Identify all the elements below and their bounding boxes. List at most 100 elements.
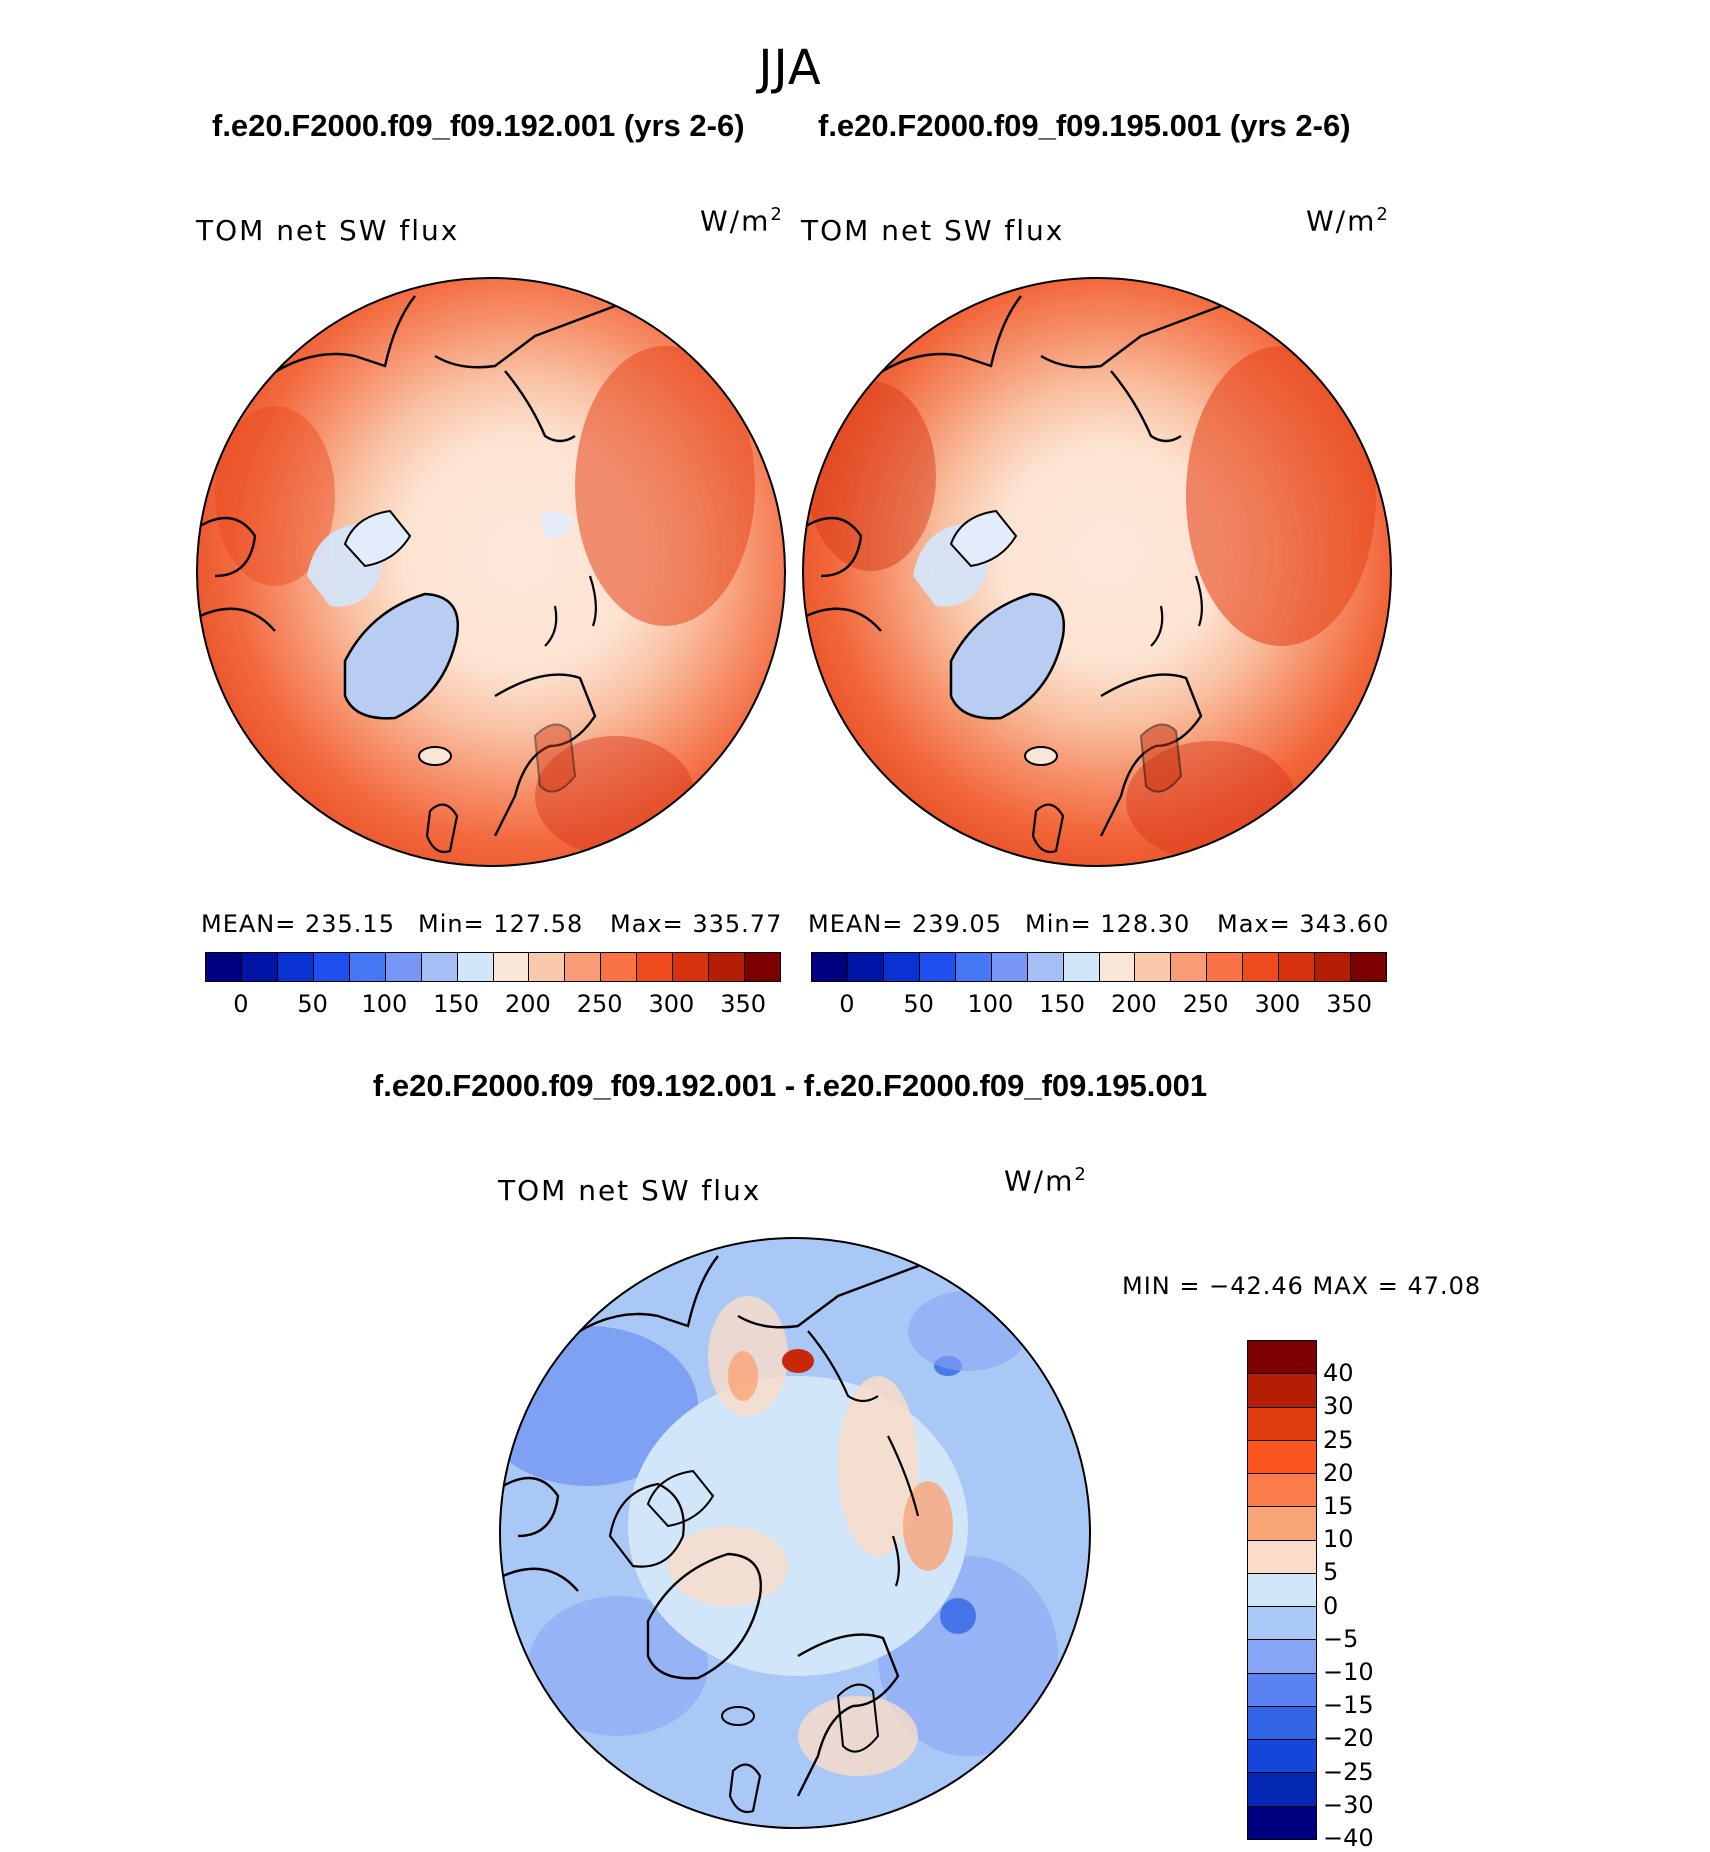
panel2-variable-label: TOM net SW flux <box>801 214 1065 247</box>
panel2-mean: MEAN= 239.05 <box>808 910 1002 938</box>
diff-colorbar-label: 30 <box>1323 1392 1354 1421</box>
panel2-colorbar-swatch <box>1279 953 1316 981</box>
panel1-colorbar-swatch <box>565 953 602 981</box>
diff-colorbar-label: 40 <box>1323 1359 1354 1388</box>
panel1-colorbar-swatch <box>385 953 422 981</box>
panel2-tick-label: 350 <box>1326 990 1373 1018</box>
panel2-tick-label: 200 <box>1110 990 1157 1018</box>
panel2-colorbar-swatch <box>1099 953 1136 981</box>
panel1-colorbar-swatch <box>637 953 674 981</box>
diff-colorbar-swatch <box>1248 1507 1316 1541</box>
panel2-colorbar-swatch <box>1135 953 1172 981</box>
diff-minmax: MIN = −42.46 MAX = 47.08 <box>1122 1272 1482 1300</box>
panel1-min: Min= 127.58 <box>418 910 584 938</box>
panel2-max: Max= 343.60 <box>1217 910 1390 938</box>
diff-colorbar-swatch <box>1248 1440 1316 1475</box>
diff-colorbar-swatch <box>1248 1474 1316 1508</box>
diff-colorbar-label: −15 <box>1323 1691 1374 1720</box>
diff-colorbar-label: −40 <box>1323 1824 1374 1852</box>
panel1-colorbar-swatch <box>349 953 386 981</box>
panel2-colorbar-swatch <box>1207 953 1244 981</box>
panel1-variable-label: TOM net SW flux <box>196 214 460 247</box>
difference-title: f.e20.F2000.f09_f09.192.001 - f.e20.F200… <box>372 1068 1208 1103</box>
panel1-units-label: W/m2 <box>700 204 784 238</box>
panel1-colorbar-swatch <box>601 953 638 981</box>
season-title: JJA <box>758 40 822 96</box>
panel2-min: Min= 128.30 <box>1025 910 1191 938</box>
panel2-tick-label: 150 <box>1039 990 1086 1018</box>
panel2-colorbar-swatch <box>1243 953 1280 981</box>
panel1-tick-label: 250 <box>576 990 623 1018</box>
panel2-colorbar-swatch <box>812 953 848 981</box>
panel1-colorbar-swatch <box>241 953 278 981</box>
panel1-colorbar-swatch <box>206 953 242 981</box>
panel2-colorbar-swatch <box>1315 953 1352 981</box>
diff-colorbar-swatch <box>1248 1806 1316 1839</box>
panel2-tick-label: 50 <box>903 990 934 1018</box>
diff-colorbar-label: 5 <box>1323 1558 1339 1587</box>
panel2-tick-label: 100 <box>967 990 1014 1018</box>
panel1-colorbar-swatch <box>673 953 710 981</box>
panel2-tick-label: 250 <box>1182 990 1229 1018</box>
diff-units-label: W/m2 <box>1004 1164 1088 1198</box>
diff-colorbar-label: 0 <box>1323 1591 1339 1620</box>
panel1-colorbar-swatch <box>421 953 458 981</box>
diff-colorbar-label: 15 <box>1323 1492 1354 1520</box>
diff-colorbar-label: −10 <box>1323 1658 1374 1686</box>
panel2-colorbar-swatch <box>847 953 884 981</box>
panel1-colorbar-swatch <box>457 953 494 981</box>
panel1-colorbar-swatch <box>529 953 566 981</box>
panel1-colorbar-swatch <box>313 953 350 981</box>
panel2-colorbar-swatch <box>1063 953 1100 981</box>
panel1-tick-label: 350 <box>720 990 767 1018</box>
panel1-mean: MEAN= 235.15 <box>201 910 395 938</box>
panel2-colorbar-swatch <box>883 953 920 981</box>
diff-colorbar-label: −20 <box>1323 1724 1374 1753</box>
panel1-tick-label: 300 <box>648 990 695 1018</box>
diff-colorbar-swatch <box>1248 1640 1316 1674</box>
diff-colorbar-swatch <box>1248 1673 1316 1707</box>
panel1-run-title: f.e20.F2000.f09_f09.192.001 (yrs 2-6) <box>212 108 745 143</box>
diff-colorbar-swatch <box>1248 1706 1316 1741</box>
panel2-colorbar <box>811 952 1387 982</box>
panel1-tick-label: 0 <box>233 990 249 1018</box>
diff-colorbar-label: 20 <box>1323 1458 1354 1487</box>
diff-colorbar-swatch <box>1248 1374 1316 1408</box>
diff-colorbar-swatch <box>1248 1773 1316 1807</box>
diff-colorbar-swatch <box>1248 1407 1316 1441</box>
diff-colorbar-swatch <box>1248 1740 1316 1774</box>
panel2-run-title: f.e20.F2000.f09_f09.195.001 (yrs 2-6) <box>818 108 1351 143</box>
panel2-polar-map <box>802 277 1392 867</box>
panel2-tick-label: 300 <box>1254 990 1301 1018</box>
panel1-colorbar-swatch <box>493 953 530 981</box>
diff-colorbar-swatch <box>1248 1341 1316 1375</box>
panel1-colorbar-swatch <box>277 953 314 981</box>
panel1-colorbar-swatch <box>709 953 746 981</box>
diff-colorbar-swatch <box>1248 1573 1316 1608</box>
diff-colorbar-label: −25 <box>1323 1757 1374 1786</box>
panel1-polar-map <box>196 277 786 867</box>
panel1-tick-label: 150 <box>433 990 480 1018</box>
panel2-colorbar-swatch <box>1027 953 1064 981</box>
diff-colorbar-label: 10 <box>1323 1525 1354 1554</box>
panel2-colorbar-swatch <box>1351 953 1386 981</box>
panel2-colorbar-swatch <box>919 953 956 981</box>
diff-colorbar-swatch <box>1248 1607 1316 1641</box>
panel1-colorbar <box>205 952 781 982</box>
diff-colorbar-swatch <box>1248 1540 1316 1574</box>
panel1-tick-label: 200 <box>504 990 551 1018</box>
panel2-colorbar-swatch <box>991 953 1028 981</box>
panel2-colorbar-swatch <box>1171 953 1208 981</box>
diff-colorbar <box>1247 1340 1317 1840</box>
panel1-colorbar-swatch <box>745 953 780 981</box>
panel2-tick-label: 0 <box>839 990 855 1018</box>
diff-colorbar-label: −5 <box>1323 1624 1359 1653</box>
panel2-units-label: W/m2 <box>1306 204 1390 238</box>
panel2-colorbar-swatch <box>955 953 992 981</box>
difference-polar-map <box>499 1237 1091 1829</box>
panel1-tick-label: 50 <box>297 990 328 1018</box>
diff-colorbar-label: −30 <box>1323 1790 1374 1819</box>
panel1-max: Max= 335.77 <box>610 910 783 938</box>
panel1-tick-label: 100 <box>361 990 408 1018</box>
diff-colorbar-label: 25 <box>1323 1425 1354 1454</box>
